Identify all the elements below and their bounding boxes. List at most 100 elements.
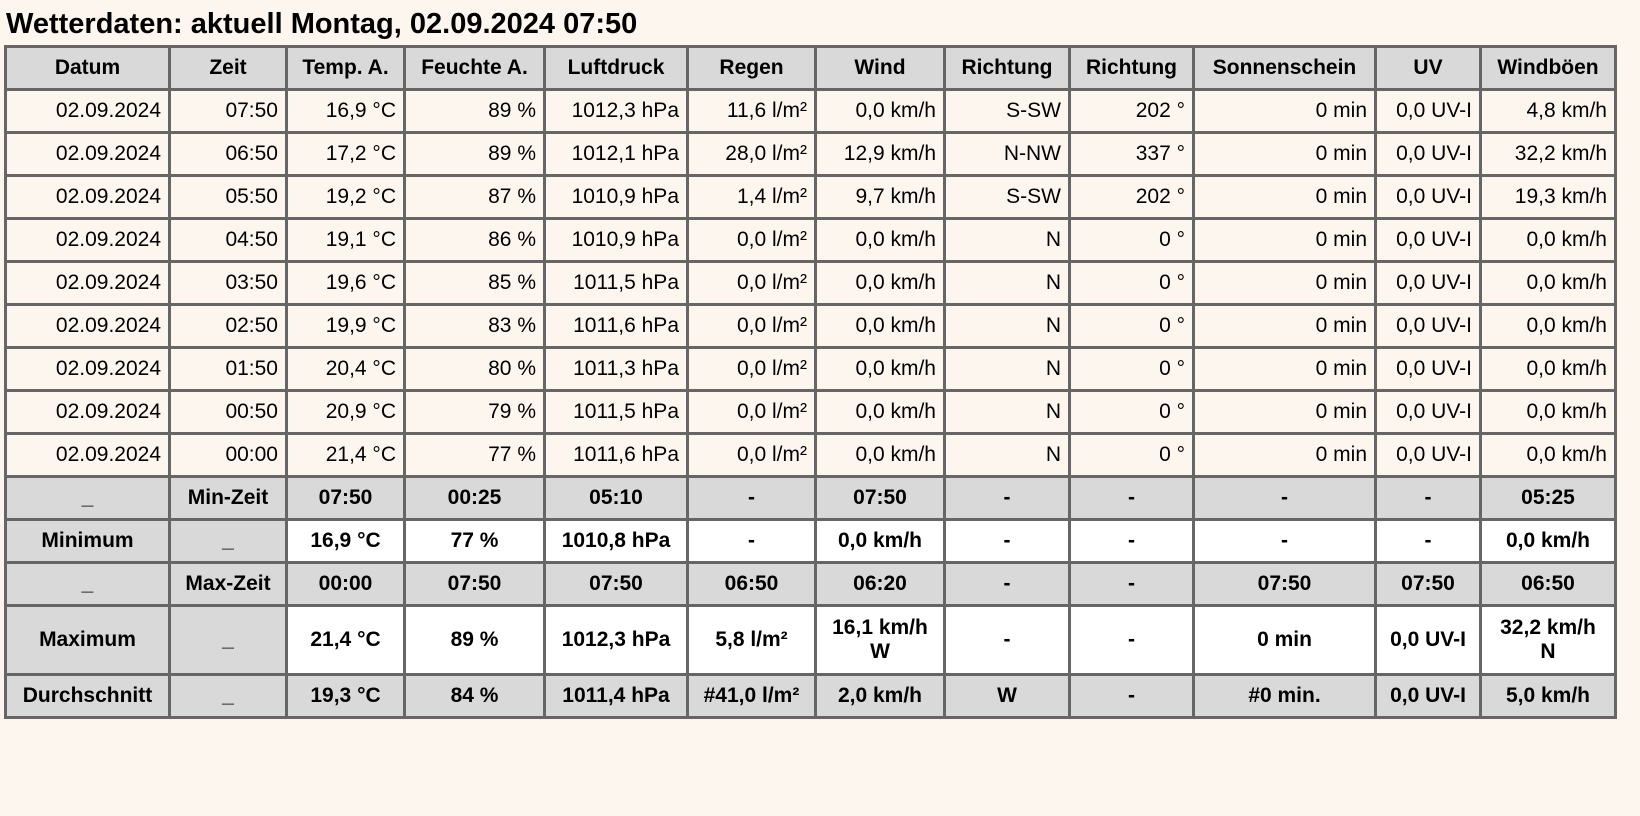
- table-cell: 0 min: [1192, 260, 1377, 306]
- summary-cell: 07:50: [285, 475, 406, 521]
- table-cell: 04:50: [168, 217, 288, 263]
- table-cell: 06:50: [168, 131, 288, 177]
- summary-cell: 07:50: [403, 561, 546, 607]
- table-cell: N: [943, 389, 1071, 435]
- table-cell: 0,0 km/h: [814, 389, 946, 435]
- summary-cell: -: [943, 475, 1071, 521]
- table-cell: 12,9 km/h: [814, 131, 946, 177]
- summary-cell: 05:10: [543, 475, 689, 521]
- table-cell: 0,0 UV-I: [1374, 131, 1482, 177]
- table-row: 02.09.2024 04:50 19,1 °C 86 % 1010,9 hPa 0,0 …: [4, 217, 1617, 263]
- table-cell: N: [943, 217, 1071, 263]
- table-row: 02.09.2024 00:50 20,9 °C 79 % 1011,5 hPa 0,0 …: [4, 389, 1617, 435]
- table-cell: 0,0 km/h: [1479, 346, 1617, 392]
- summary-cell: 0,0 km/h: [1479, 518, 1617, 564]
- table-cell: 0,0 km/h: [814, 217, 946, 263]
- summary-cell: -: [1068, 475, 1195, 521]
- table-cell: 02.09.2024: [4, 217, 171, 263]
- table-cell: 21,4 °C: [285, 432, 406, 478]
- table-cell: 0,0 km/h: [1479, 217, 1617, 263]
- table-row: 02.09.2024 06:50 17,2 °C 89 % 1012,1 hPa 28,0…: [4, 131, 1617, 177]
- summary-cell: 5,8 l/m²: [686, 604, 817, 676]
- table-cell: 02.09.2024: [4, 432, 171, 478]
- summary-cell: 89 %: [403, 604, 546, 676]
- summary-cell: _: [168, 518, 288, 564]
- table-cell: 0 min: [1192, 346, 1377, 392]
- summary-cell: 06:50: [1479, 561, 1617, 607]
- summary-row-min-zeit: _ Min-Zeit 07:50 00:25 05:10-07:50- - - -05:25: [4, 475, 1617, 521]
- table-cell: 19,3 km/h: [1479, 174, 1617, 220]
- table-cell: 86 %: [403, 217, 546, 263]
- table-cell: 1011,3 hPa: [543, 346, 689, 392]
- summary-cell: 1012,3 hPa: [543, 604, 689, 676]
- summary-row-maximum: Maximum _ 21,4 °C 89 % 1012,3 hPa 5,8 l/m² 16,…: [4, 604, 1617, 676]
- summary-cell: Minimum: [4, 518, 171, 564]
- summary-cell: Durchschnitt: [4, 673, 171, 719]
- column-header: Datum: [4, 45, 171, 91]
- table-cell: S-SW: [943, 174, 1071, 220]
- table-cell: 02.09.2024: [4, 88, 171, 134]
- table-row: 02.09.2024 00:00 21,4 °C 77 % 1011,6 hPa 0,0 …: [4, 432, 1617, 478]
- table-cell: N-NW: [943, 131, 1071, 177]
- table-row: 02.09.2024 02:50 19,9 °C 83 % 1011,6 hPa 0,0 …: [4, 303, 1617, 349]
- table-cell: 00:50: [168, 389, 288, 435]
- table-cell: 17,2 °C: [285, 131, 406, 177]
- table-cell: N: [943, 432, 1071, 478]
- table-cell: 0,0 km/h: [1479, 303, 1617, 349]
- table-cell: 9,7 km/h: [814, 174, 946, 220]
- table-cell: 0,0 UV-I: [1374, 217, 1482, 263]
- table-cell: 19,9 °C: [285, 303, 406, 349]
- summary-cell: 1010,8 hPa: [543, 518, 689, 564]
- summary-cell: 00:00: [285, 561, 406, 607]
- table-cell: 02.09.2024: [4, 389, 171, 435]
- table-cell: 0,0 km/h: [1479, 260, 1617, 306]
- summary-cell: _: [168, 604, 288, 676]
- table-cell: 0 min: [1192, 131, 1377, 177]
- table-cell: 0,0 km/h: [814, 260, 946, 306]
- table-cell: 1011,5 hPa: [543, 260, 689, 306]
- table-cell: N: [943, 260, 1071, 306]
- summary-cell: 07:50: [1192, 561, 1377, 607]
- summary-cell: _: [4, 475, 171, 521]
- table-cell: 1010,9 hPa: [543, 174, 689, 220]
- table-cell: 0,0 UV-I: [1374, 303, 1482, 349]
- summary-cell: -: [943, 518, 1071, 564]
- column-header: Wind: [814, 45, 946, 91]
- summary-cell: 0,0 UV-I: [1374, 604, 1482, 676]
- summary-row-minimum: Minimum _ 16,9 °C 77 % 1010,8 hPa -0,0 km/h - -…: [4, 518, 1617, 564]
- table-cell: 01:50: [168, 346, 288, 392]
- table-cell: 1011,6 hPa: [543, 432, 689, 478]
- summary-cell: 06:50: [686, 561, 817, 607]
- summary-cell: 07:50: [543, 561, 689, 607]
- summary-cell-line: 32,2 km/h: [1500, 616, 1596, 639]
- summary-cell: _: [168, 673, 288, 719]
- summary-cell: -: [1068, 561, 1195, 607]
- table-cell: 0,0 km/h: [814, 432, 946, 478]
- summary-cell: 0,0 km/h: [814, 518, 946, 564]
- table-cell: 0 °: [1068, 217, 1195, 263]
- table-cell: 202 °: [1068, 88, 1195, 134]
- summary-cell: 06:20: [814, 561, 946, 607]
- table-cell: 20,4 °C: [285, 346, 406, 392]
- table-cell: 19,2 °C: [285, 174, 406, 220]
- summary-cell: 07:50: [1374, 561, 1482, 607]
- table-cell: 89 %: [403, 88, 546, 134]
- table-cell: 02.09.2024: [4, 346, 171, 392]
- table-cell: 0,0 l/m²: [686, 217, 817, 263]
- table-cell: 1012,3 hPa: [543, 88, 689, 134]
- table-cell: 11,6 l/m²: [686, 88, 817, 134]
- table-cell: 07:50: [168, 88, 288, 134]
- table-cell: 0,0 l/m²: [686, 346, 817, 392]
- table-cell: 0 °: [1068, 346, 1195, 392]
- column-header: Windböen: [1479, 45, 1617, 91]
- summary-cell: 5,0 km/h: [1479, 673, 1617, 719]
- summary-cell: 2,0 km/h: [814, 673, 946, 719]
- summary-cell: -: [1374, 518, 1482, 564]
- table-row: 02.09.2024 05:50 19,2 °C 87 % 1010,9 hPa 1,4 …: [4, 174, 1617, 220]
- table-cell: 0 °: [1068, 432, 1195, 478]
- page-title: Wetterdaten: aktuell Montag, 02.09.2024 …: [6, 8, 638, 40]
- table-cell: 0 min: [1192, 432, 1377, 478]
- table-cell: 0,0 km/h: [1479, 432, 1617, 478]
- column-header: Richtung: [943, 45, 1071, 91]
- summary-row-max-zeit: _ Max-Zeit 00:00 07:50 07:50 06:50 06:20- -07:5…: [4, 561, 1617, 607]
